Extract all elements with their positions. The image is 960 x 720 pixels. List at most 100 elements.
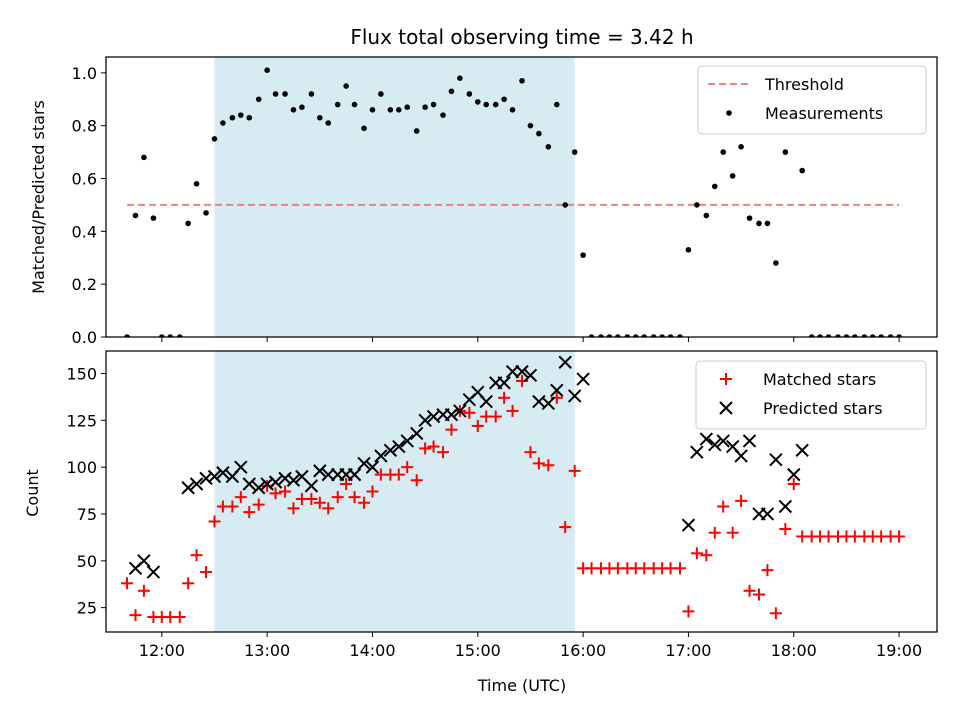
matched-stars-point <box>471 419 484 432</box>
measurements-point <box>282 91 288 97</box>
measurements-legend-marker <box>726 110 732 116</box>
ratio-panel: 0.0 0.2 0.4 0.6 0.8 1.0 Matched/Predicted sta… <box>29 56 938 347</box>
measurements-point <box>624 334 631 337</box>
measurements-point <box>334 101 341 108</box>
predicted-stars-point <box>374 449 388 463</box>
measurements-point <box>615 334 621 337</box>
matched-stars-point <box>313 496 326 509</box>
measurements-point <box>167 334 174 337</box>
predicted-stars-point <box>453 404 467 418</box>
measurements-point <box>527 122 534 129</box>
measurements-point <box>632 334 639 337</box>
matched-stars-point <box>463 406 476 419</box>
predicted-stars-point <box>778 499 793 514</box>
measurements-point <box>756 220 762 227</box>
predicted-stars-point <box>690 445 704 459</box>
measurements-point <box>141 154 147 161</box>
measurements-point <box>843 334 850 337</box>
predicted-stars-point <box>304 479 319 493</box>
measurements-point <box>746 215 753 221</box>
measurements-point <box>272 91 279 97</box>
predicted-stars-point <box>708 437 722 452</box>
predicted-stars-point <box>313 464 327 478</box>
predicted-stars-point <box>479 394 493 409</box>
measurements-point <box>246 114 253 121</box>
measurements-point <box>571 149 578 155</box>
predicted-stars-point <box>515 364 529 379</box>
count-legend-box <box>695 360 927 430</box>
measurements-point <box>404 104 411 110</box>
matched-stars-point <box>674 562 687 575</box>
measurements-point <box>825 334 832 337</box>
predicted-stars-point <box>444 407 459 422</box>
matched-stars-point <box>682 605 695 618</box>
matched-stars-point <box>419 442 432 455</box>
matched-stars-point <box>445 423 458 436</box>
measurements-point <box>474 99 481 105</box>
count-y-tick-label: 150 <box>66 364 97 383</box>
matched-stars-point <box>173 611 186 624</box>
matched-stars-point <box>234 491 247 504</box>
predicted-stars-point <box>392 439 406 454</box>
matched-stars-point <box>348 491 361 504</box>
measurements-point <box>799 167 805 174</box>
count-y-tick-label: 125 <box>66 411 97 430</box>
matched-stars-point <box>129 609 142 622</box>
measurements-point <box>738 144 744 150</box>
matched-stars-point <box>717 500 730 513</box>
measurements-point <box>343 83 349 89</box>
matched-stars-point <box>190 549 203 562</box>
measurements-point <box>457 75 463 81</box>
measurements-point <box>369 107 376 113</box>
matched-stars-point <box>392 468 405 481</box>
measurements-point <box>159 334 165 337</box>
matched-stars-point <box>182 577 195 590</box>
predicted-stars-point <box>347 467 362 482</box>
matched-stars-point <box>690 547 703 560</box>
predicted-stars-point <box>268 475 283 489</box>
measurements-point <box>878 334 884 337</box>
matched-stars-point <box>700 549 713 562</box>
measurements-point <box>598 334 604 337</box>
matched-stars-point <box>559 521 572 534</box>
predicted-stars-point <box>541 396 556 411</box>
matched-stars-point <box>287 502 300 515</box>
measurements-point <box>519 77 525 84</box>
predicted-stars-point <box>278 471 292 486</box>
measurements-point <box>150 215 157 221</box>
x-tick-label: 13:00 <box>244 641 290 660</box>
measurements-point <box>553 101 560 108</box>
matched-stars-point <box>366 485 379 498</box>
matched-stars-point <box>269 487 282 500</box>
predicted-stars-point <box>321 467 335 482</box>
matched-stars-point <box>568 464 581 477</box>
measurements-point <box>264 67 270 74</box>
measurements-point <box>229 114 236 121</box>
count-marks <box>121 355 906 624</box>
measurements-point <box>536 130 542 137</box>
measurements-point <box>124 334 130 337</box>
matched-stars-point <box>322 502 335 515</box>
measurements-point <box>667 334 674 337</box>
measurements-point <box>509 107 516 113</box>
measurements-point <box>588 334 595 337</box>
measurements-point <box>852 334 858 337</box>
count-panel: 25 50 75 100 125 150 12:00 13:00 14:00 15:00 16:00… <box>23 350 938 660</box>
measurements-point <box>492 101 499 108</box>
measurements-point <box>387 107 394 113</box>
ratio-y-tick-label: 0.8 <box>72 117 97 136</box>
predicted-stars-point <box>505 364 520 379</box>
measurements-point <box>808 334 815 337</box>
predicted-stars-point <box>400 434 414 448</box>
matched-stars-point <box>761 564 774 577</box>
matched-legend-marker <box>720 373 732 385</box>
predicted-stars-point <box>769 452 783 467</box>
matched-stars-point <box>787 478 800 491</box>
x-tick-label: 15:00 <box>455 641 501 660</box>
ratio-y-axis-label: Matched/Predicted stars <box>29 100 48 294</box>
matched-stars-point <box>489 410 502 423</box>
predicted-stars-point <box>199 471 213 486</box>
predicted-stars-point <box>681 518 696 532</box>
measurements-point <box>773 260 779 266</box>
